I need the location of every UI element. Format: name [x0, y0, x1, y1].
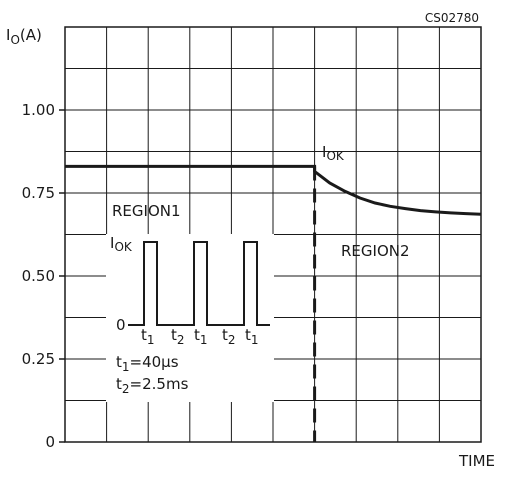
series-line	[65, 164, 482, 216]
inset-background	[106, 234, 274, 402]
pulse-waveform	[128, 241, 270, 326]
note-t2-sub: 2	[122, 382, 130, 396]
inset-ylabel: IOK	[110, 234, 133, 254]
pulse-label-t1-c-main: t	[245, 326, 251, 344]
note-t2-value: =2.5ms	[130, 375, 189, 393]
y-axis-label-main: I	[6, 26, 10, 44]
y-tick-label: 0.25	[22, 350, 55, 368]
iok-annotation-sub: OK	[326, 149, 344, 163]
pulse-label-t2-b-sub: 2	[228, 333, 236, 347]
iok-annotation: IOK	[322, 143, 345, 163]
inset-zero-label: 0	[116, 316, 126, 334]
pulse-label-t1-b: t1	[194, 326, 208, 347]
region2-label: REGION2	[341, 242, 410, 260]
inset-ylabel-sub: OK	[114, 240, 132, 254]
y-axis-label: IO(A)	[6, 26, 42, 47]
pulse-label-t2-b-main: t	[222, 326, 228, 344]
pulse-label-t1-a-main: t	[141, 326, 147, 344]
figure-code: CS02780	[425, 11, 479, 25]
iok-annotation-main: I	[322, 143, 326, 161]
region1-label: REGION1	[112, 202, 181, 220]
pulse-label-t1-b-main: t	[194, 326, 200, 344]
note-t2: t2=2.5ms	[116, 375, 189, 396]
plot-frame	[64, 26, 482, 443]
y-ticks: 0 0.25 0.50 0.75 1.00	[22, 101, 65, 451]
note-t1-sub: 1	[122, 360, 130, 374]
pulse-label-t1-c-sub: 1	[251, 333, 259, 347]
pulse-label-t2-b: t2	[222, 326, 236, 347]
pulse-label-t2-a: t2	[171, 326, 185, 347]
pulse-label-t1-b-sub: 1	[200, 333, 208, 347]
pulse-label-t2-a-sub: 2	[177, 333, 185, 347]
pulse-label-t1-c: t1	[245, 326, 259, 347]
y-axis-label-sub: O	[10, 33, 19, 47]
y-tick-label: 0.50	[22, 267, 55, 285]
inset-diagram: IOK 0 t1 t2 t1 t2 t1 t1=40μs t2=2.5ms	[106, 234, 274, 402]
inset-ylabel-main: I	[110, 234, 114, 252]
y-tick-label: 0.75	[22, 184, 55, 202]
pulse-label-t2-a-main: t	[171, 326, 177, 344]
note-t1-main: t	[116, 353, 122, 371]
note-t1-value: =40μs	[130, 353, 179, 371]
note-t1: t1=40μs	[116, 353, 179, 374]
y-tick-label: 0	[45, 433, 55, 451]
note-t2-main: t	[116, 375, 122, 393]
y-axis-label-unit: (A)	[20, 26, 42, 44]
pulse-label-t1-a: t1	[141, 326, 155, 347]
x-axis-label: TIME	[458, 452, 495, 470]
pulse-label-t1-a-sub: 1	[147, 333, 155, 347]
y-tick-label: 1.00	[22, 101, 55, 119]
